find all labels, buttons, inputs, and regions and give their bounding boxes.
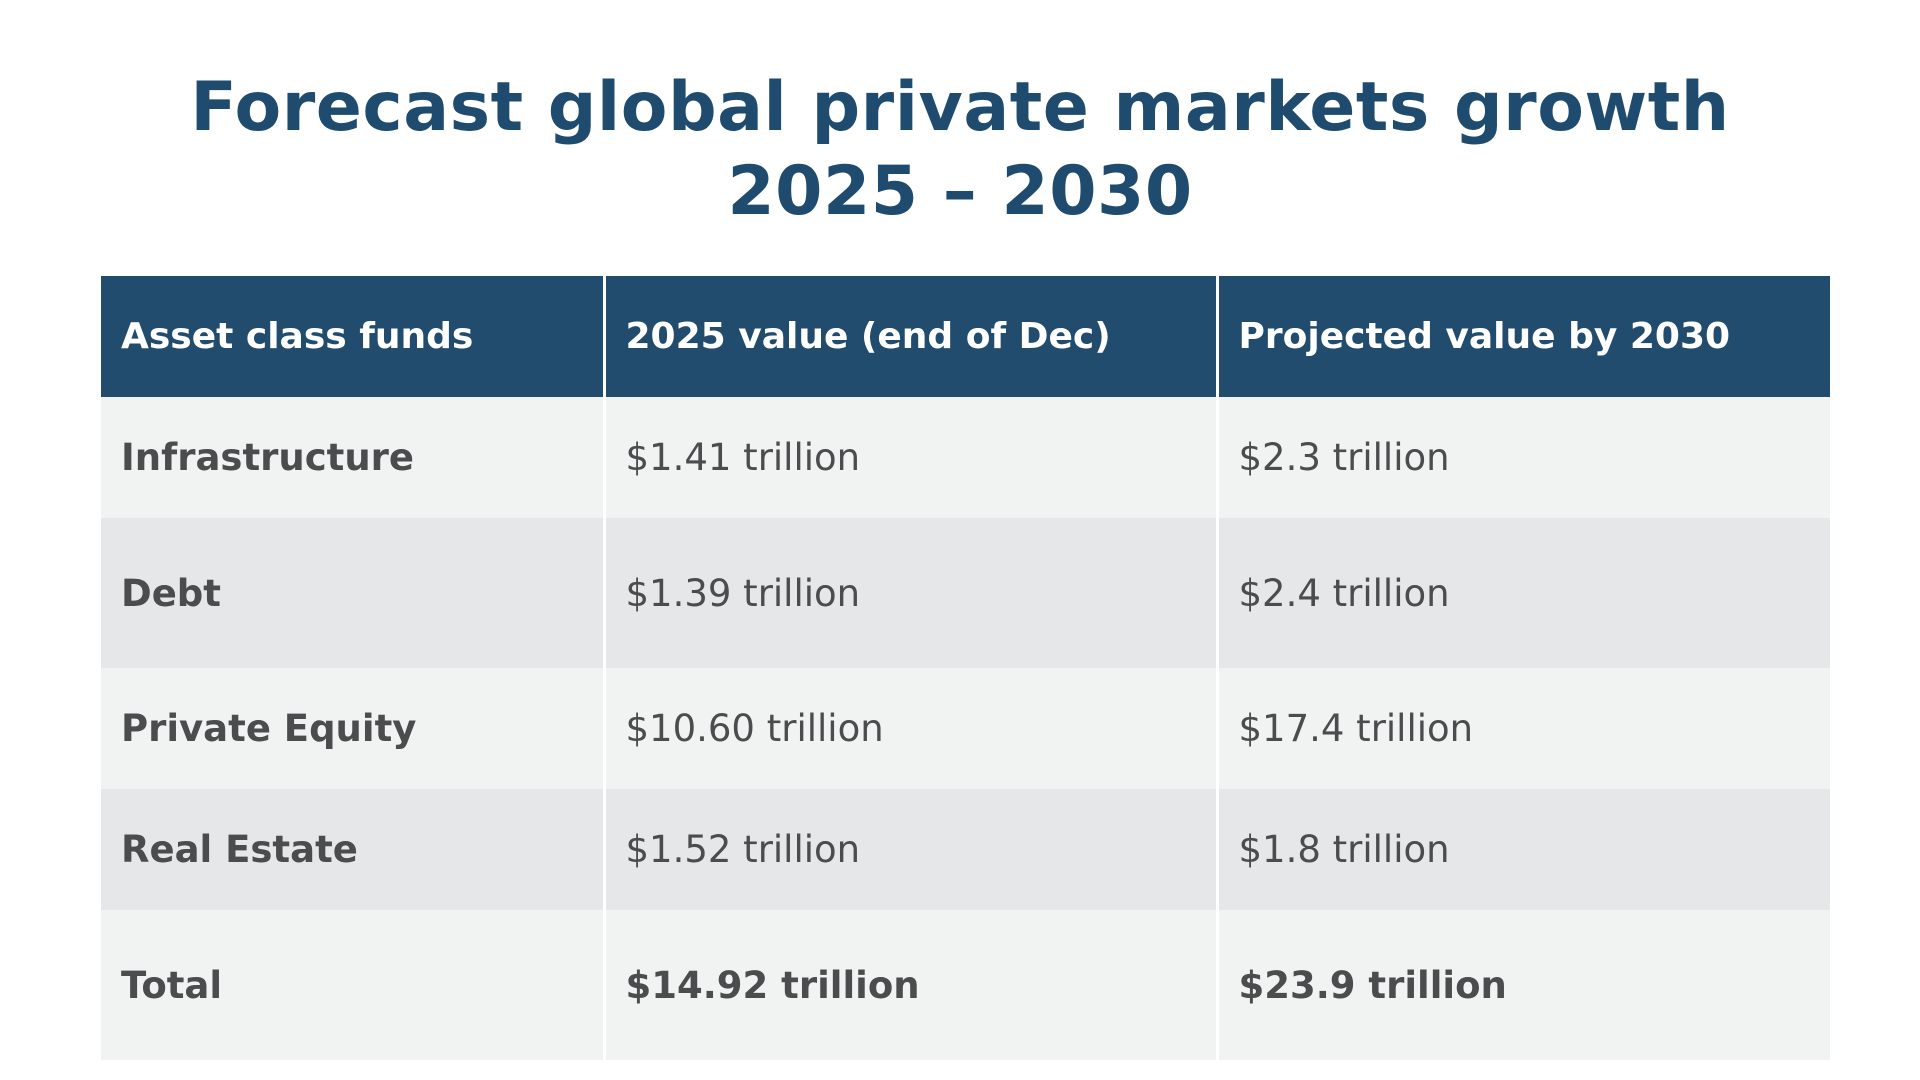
cell-2030-value: $1.8 trillion bbox=[1217, 789, 1830, 910]
table-row-total: Total $14.92 trillion $23.9 trillion bbox=[101, 910, 1830, 1060]
cell-2025-value: $10.60 trillion bbox=[604, 668, 1219, 789]
cell-2025-value: $1.39 trillion bbox=[604, 518, 1219, 668]
cell-2025-total: $14.92 trillion bbox=[604, 910, 1219, 1060]
table-row: Real Estate $1.52 trillion $1.8 trillion bbox=[101, 789, 1830, 910]
data-table-container: Asset class funds 2025 value (end of Dec… bbox=[101, 276, 1830, 1060]
table-body: Infrastructure $1.41 trillion $2.3 trill… bbox=[101, 397, 1830, 1060]
table-header: Asset class funds 2025 value (end of Dec… bbox=[101, 276, 1830, 397]
row-label: Debt bbox=[101, 518, 606, 668]
data-table: Asset class funds 2025 value (end of Dec… bbox=[101, 276, 1830, 1060]
cell-2030-total: $23.9 trillion bbox=[1217, 910, 1830, 1060]
table-row: Debt $1.39 trillion $2.4 trillion bbox=[101, 518, 1830, 668]
chart-title-line-2: 2025 – 2030 bbox=[727, 151, 1193, 231]
chart-title-line-1: Forecast global private markets growth bbox=[190, 67, 1730, 147]
cell-2025-value: $1.41 trillion bbox=[604, 397, 1219, 518]
row-label-total: Total bbox=[101, 910, 606, 1060]
table-row: Infrastructure $1.41 trillion $2.3 trill… bbox=[101, 397, 1830, 518]
column-header-2030-projection: Projected value by 2030 bbox=[1217, 276, 1830, 397]
cell-2030-value: $2.3 trillion bbox=[1217, 397, 1830, 518]
chart-title: Forecast global private markets growth 2… bbox=[0, 66, 1920, 234]
table-header-row: Asset class funds 2025 value (end of Dec… bbox=[101, 276, 1830, 397]
table-row: Private Equity $10.60 trillion $17.4 tri… bbox=[101, 668, 1830, 789]
row-label: Infrastructure bbox=[101, 397, 606, 518]
row-label: Private Equity bbox=[101, 668, 606, 789]
column-header-asset-class: Asset class funds bbox=[101, 276, 606, 397]
cell-2030-value: $17.4 trillion bbox=[1217, 668, 1830, 789]
cell-2030-value: $2.4 trillion bbox=[1217, 518, 1830, 668]
row-label: Real Estate bbox=[101, 789, 606, 910]
cell-2025-value: $1.52 trillion bbox=[604, 789, 1219, 910]
column-header-2025-value: 2025 value (end of Dec) bbox=[604, 276, 1219, 397]
